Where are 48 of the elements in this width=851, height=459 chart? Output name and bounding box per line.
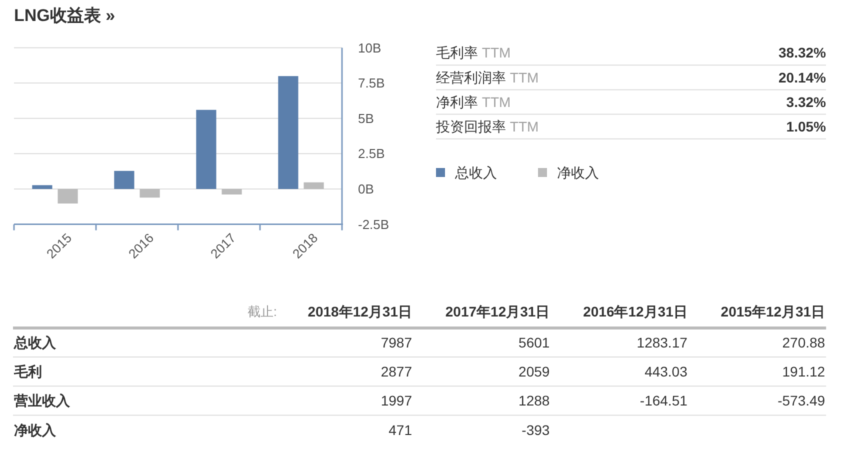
y-tick-label: -2.5B — [358, 216, 390, 232]
data-label: 5601 — [518, 334, 550, 351]
bar — [304, 182, 324, 189]
category-label: 2015年12月31日 — [720, 304, 826, 320]
text: 营业收入 — [13, 392, 71, 409]
data-label: 1997 — [380, 392, 412, 409]
data-label: 270.88 — [782, 334, 826, 351]
bar — [140, 188, 160, 198]
data-label: 2877 — [380, 364, 412, 380]
category-label: 2016年12月31日 — [583, 304, 688, 320]
legend-label: 总收入 — [454, 164, 497, 181]
text: 截止: — [247, 304, 277, 320]
bar — [278, 76, 298, 189]
data-label: 7987 — [380, 334, 412, 351]
data-label: 443.03 — [644, 364, 688, 380]
bar — [58, 188, 78, 204]
text: 38.32% — [778, 44, 826, 61]
bar — [222, 188, 242, 194]
text: 20.14% — [778, 69, 826, 86]
data-label: -164.51 — [640, 392, 688, 409]
legend-label: 净收入 — [557, 164, 599, 181]
data-label: 1283.17 — [636, 334, 688, 351]
text: 毛利 — [13, 364, 42, 380]
text: 3.32% — [786, 94, 826, 110]
bar — [114, 170, 134, 189]
category-label: 毛利率 TTM — [436, 44, 511, 61]
y-tick-label: 5B — [358, 110, 374, 126]
bar — [32, 185, 52, 189]
chart-title: LNG收益表 » — [14, 6, 116, 25]
text: 净收入 — [14, 422, 57, 438]
data-label: -573.49 — [778, 392, 826, 409]
data-label: -393 — [522, 422, 550, 438]
category-label: 净利率 TTM — [436, 94, 511, 110]
y-tick-label: 7.5B — [358, 76, 385, 91]
category-label: 2018年12月31日 — [308, 304, 412, 320]
data-label: 1288 — [518, 392, 550, 409]
category-label: 2017年12月31日 — [445, 304, 550, 320]
text: 1.05% — [786, 118, 826, 135]
data-label: 471 — [388, 422, 412, 438]
y-tick-label: 0B — [358, 182, 374, 197]
y-tick-label: 2.5B — [358, 146, 385, 162]
category-label: 经营利润率 TTM — [436, 69, 539, 86]
text: 总收入 — [13, 334, 57, 351]
category-label: 投资回报率 TTM — [435, 118, 539, 135]
y-tick-label: 10B — [358, 40, 382, 56]
data-label: 191.12 — [782, 364, 826, 380]
data-label: 2059 — [518, 364, 550, 380]
bar — [196, 110, 216, 189]
